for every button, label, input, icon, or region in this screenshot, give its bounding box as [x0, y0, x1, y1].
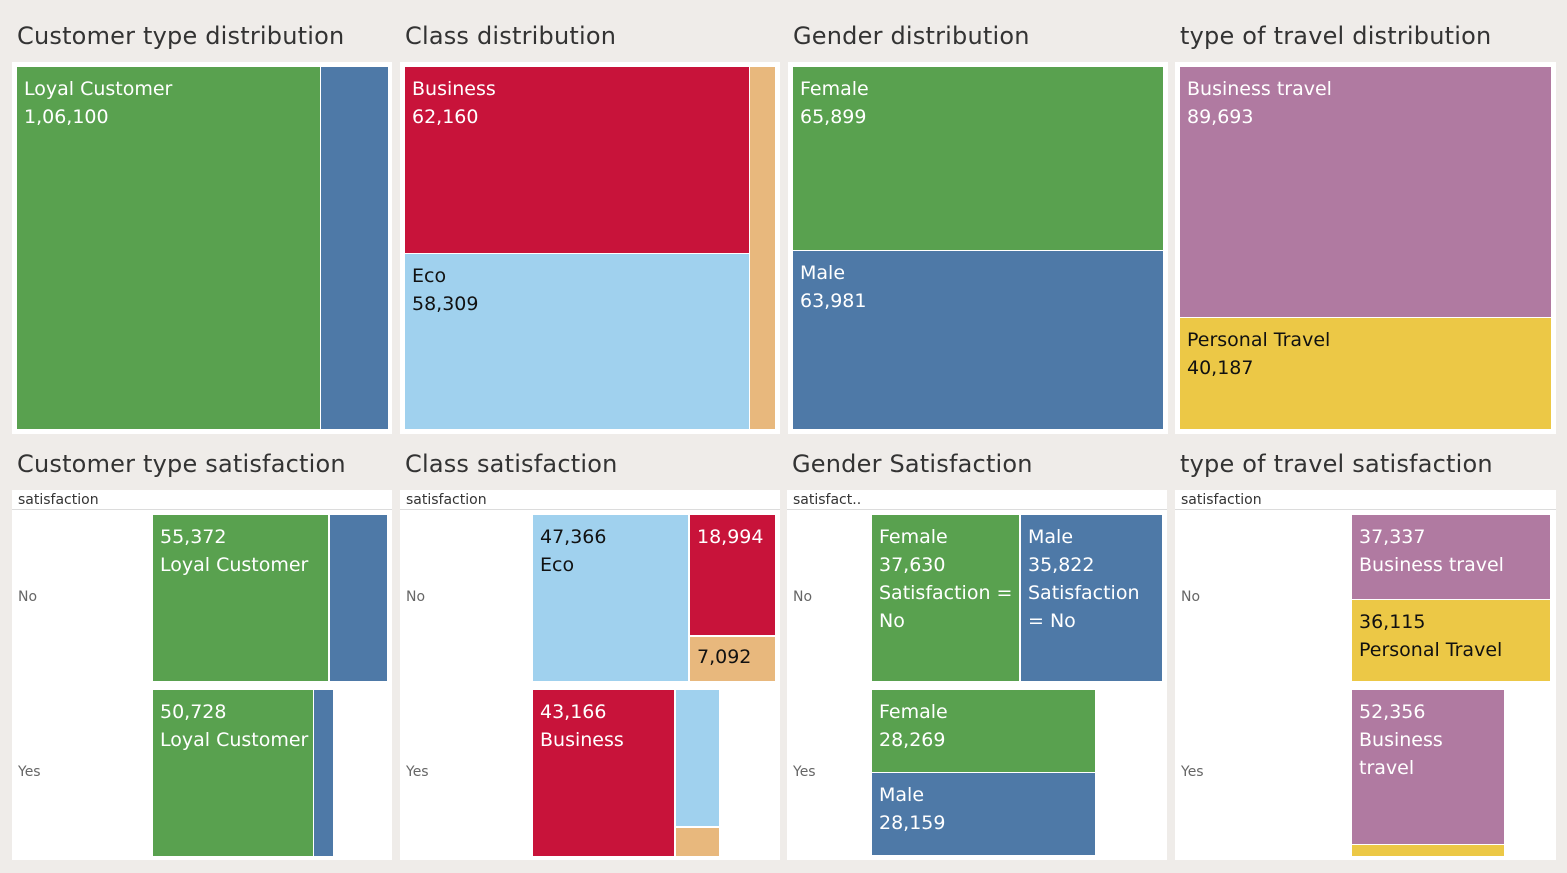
tile-tooltip-text: No: [879, 610, 905, 632]
tile-value: 1,06,100: [24, 106, 109, 128]
tile-label: Male: [1028, 526, 1074, 548]
treemap-tile-yes-female[interactable]: Female 28,269: [872, 690, 1095, 772]
travel-distribution-title: type of travel distribution: [1180, 22, 1492, 50]
treemap-tile-yes-eco[interactable]: [676, 690, 719, 826]
tile-label: Female: [800, 78, 869, 100]
tile-label: Business travel: [1187, 78, 1332, 100]
gender-distribution-chart: Female 65,899 Male 63,981: [788, 62, 1168, 434]
tile-value: 28,269: [879, 729, 946, 751]
treemap-tile-female[interactable]: Female 65,899: [793, 67, 1163, 250]
customer-type-distribution-title: Customer type distribution: [17, 22, 345, 50]
travel-satisfaction-title: type of travel satisfaction: [1180, 450, 1493, 478]
treemap-tile-loyal-customer[interactable]: Loyal Customer 1,06,100: [17, 67, 320, 429]
treemap-tile-yes-personal-travel[interactable]: [1352, 845, 1504, 856]
tile-label: Loyal Customer: [160, 729, 309, 751]
tile-value: 47,366: [540, 526, 607, 548]
treemap-tile-no-loyal-customer[interactable]: 55,372 Loyal Customer: [153, 515, 328, 681]
treemap-tile-no-business-travel[interactable]: 37,337 Business travel: [1352, 515, 1550, 599]
travel-satisfaction-chart: satisfaction No Yes 37,337 Business trav…: [1175, 490, 1556, 860]
tile-label: Personal Travel: [1187, 329, 1331, 351]
treemap-tile-no-personal-travel[interactable]: 36,115 Personal Travel: [1352, 600, 1550, 681]
tile-value: 52,356: [1359, 701, 1426, 723]
row-label-yes: Yes: [1181, 764, 1204, 780]
treemap-tile-no-male[interactable]: Male 35,822 Satisfaction = No: [1021, 515, 1162, 681]
tile-value: 36,115: [1359, 611, 1426, 633]
tile-label-line: Business: [1359, 729, 1443, 751]
row-label-no: No: [1181, 589, 1201, 605]
customer-type-satisfaction-chart: satisfaction No Yes 55,372 Loyal Custome…: [12, 490, 392, 860]
treemap-tile-disloyal-customer[interactable]: [321, 67, 388, 429]
tile-value: 58,309: [412, 293, 479, 315]
customer-type-distribution-chart: Loyal Customer 1,06,100: [12, 62, 392, 434]
tile-value: 18,994: [697, 526, 764, 548]
treemap-tile-business[interactable]: Business 62,160: [405, 67, 749, 253]
tile-value: 40,187: [1187, 357, 1254, 379]
tile-label: Business travel: [1359, 554, 1504, 576]
row-label-yes: Yes: [793, 764, 816, 780]
treemap-tile-eco[interactable]: Eco 58,309: [405, 254, 749, 429]
tile-label: Female: [879, 526, 948, 548]
tile-label: Eco: [540, 554, 575, 576]
tile-label: Personal Travel: [1359, 639, 1503, 661]
tile-label-line: travel: [1359, 757, 1415, 779]
satisfaction-column-header: satisfaction: [1175, 490, 1556, 510]
tile-value: 37,337: [1359, 526, 1426, 548]
gender-satisfaction-chart: satisfact.. No Yes Female 37,630 Satisfa…: [787, 490, 1167, 860]
treemap-tile-yes-disloyal-customer[interactable]: [314, 690, 333, 856]
treemap-tile-no-business[interactable]: 18,994: [690, 515, 775, 635]
customer-type-satisfaction-title: Customer type satisfaction: [17, 450, 346, 478]
tile-label: Business: [540, 729, 624, 751]
tile-value: 35,822: [1028, 554, 1095, 576]
row-label-yes: Yes: [18, 764, 41, 780]
tile-value: 65,899: [800, 106, 867, 128]
satisfaction-column-header: satisfact..: [787, 490, 1167, 510]
travel-distribution-chart: Business travel 89,693 Personal Travel 4…: [1175, 62, 1556, 434]
tile-tooltip-text: Satisfaction: [1028, 582, 1140, 604]
tile-label: Male: [879, 784, 925, 806]
tile-value: 89,693: [1187, 106, 1254, 128]
treemap-tile-no-eco-plus[interactable]: 7,092: [690, 637, 775, 681]
gender-distribution-title: Gender distribution: [793, 22, 1030, 50]
tile-value: 28,159: [879, 812, 946, 834]
treemap-tile-eco-plus[interactable]: [750, 67, 775, 429]
treemap-tile-no-eco[interactable]: 47,366 Eco: [533, 515, 688, 681]
tile-value: 43,166: [540, 701, 607, 723]
treemap-tile-yes-loyal-customer[interactable]: 50,728 Loyal Customer: [153, 690, 313, 856]
satisfaction-column-header: satisfaction: [12, 490, 392, 510]
tile-label: Male: [800, 262, 846, 284]
treemap-tile-personal-travel[interactable]: Personal Travel 40,187: [1180, 318, 1551, 429]
class-distribution-chart: Business 62,160 Eco 58,309: [400, 62, 780, 434]
row-label-no: No: [18, 589, 38, 605]
treemap-tile-business-travel[interactable]: Business travel 89,693: [1180, 67, 1551, 317]
treemap-tile-yes-eco-plus[interactable]: [676, 828, 719, 856]
row-label-no: No: [406, 589, 426, 605]
treemap-tile-male[interactable]: Male 63,981: [793, 251, 1163, 429]
treemap-tile-yes-male[interactable]: Male 28,159: [872, 773, 1095, 855]
row-label-no: No: [793, 589, 813, 605]
tile-label: Loyal Customer: [160, 554, 309, 576]
gender-satisfaction-title: Gender Satisfaction: [792, 450, 1033, 478]
tile-value: 55,372: [160, 526, 227, 548]
treemap-tile-yes-business[interactable]: 43,166 Business: [533, 690, 674, 856]
tile-label: Business: [412, 78, 496, 100]
tile-label: Eco: [412, 265, 447, 287]
tile-tooltip-text: Satisfaction =: [879, 582, 1013, 604]
treemap-tile-yes-business-travel[interactable]: 52,356 Business travel: [1352, 690, 1504, 844]
class-satisfaction-chart: satisfaction No Yes 47,366 Eco 18,994 7,…: [400, 490, 780, 860]
tile-value: 7,092: [697, 646, 752, 668]
tile-value: 37,630: [879, 554, 946, 576]
tile-value: 62,160: [412, 106, 479, 128]
tile-value: 50,728: [160, 701, 227, 723]
tile-tooltip-text: = No: [1028, 610, 1076, 632]
tile-label: Female: [879, 701, 948, 723]
satisfaction-column-header: satisfaction: [400, 490, 780, 510]
tile-label: Loyal Customer: [24, 78, 173, 100]
tile-value: 63,981: [800, 290, 867, 312]
class-satisfaction-title: Class satisfaction: [405, 450, 618, 478]
class-distribution-title: Class distribution: [405, 22, 617, 50]
treemap-tile-no-female[interactable]: Female 37,630 Satisfaction = No: [872, 515, 1019, 681]
row-label-yes: Yes: [406, 764, 429, 780]
treemap-tile-no-disloyal-customer[interactable]: [330, 515, 387, 681]
